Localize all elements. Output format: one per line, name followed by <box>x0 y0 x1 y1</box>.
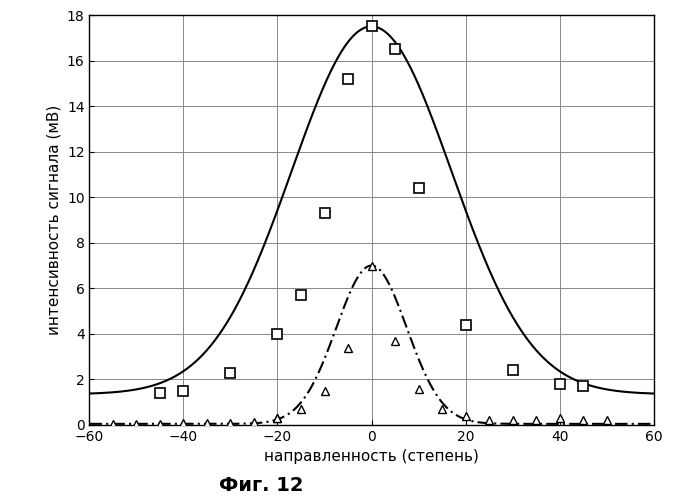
Y-axis label: интенсивность сигнала (мВ): интенсивность сигнала (мВ) <box>46 105 61 335</box>
X-axis label: направленность (степень): направленность (степень) <box>264 450 479 464</box>
Text: Фиг. 12: Фиг. 12 <box>219 476 303 495</box>
